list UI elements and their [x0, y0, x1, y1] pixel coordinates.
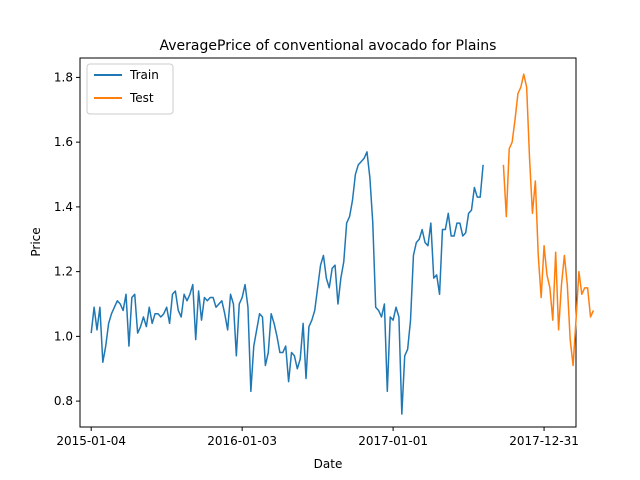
y-tick-label: 1.0: [54, 329, 73, 343]
legend-label-train: Train: [129, 68, 159, 82]
y-tick-label: 1.8: [54, 70, 73, 84]
plot-frame: [79, 57, 577, 428]
plot-area: [79, 57, 595, 428]
x-tick-label: 2016-01-03: [207, 434, 277, 448]
legend-label-test: Test: [129, 91, 154, 105]
x-axis-label: Date: [314, 457, 343, 471]
y-tick-label: 0.8: [54, 394, 73, 408]
x-tick-label: 2017-12-31: [509, 434, 579, 448]
x-axis-ticks: 2015-01-04 2016-01-03 2017-01-01 2017-12-31: [56, 427, 579, 448]
legend-box: [86, 63, 174, 115]
series-line-train: [90, 151, 484, 415]
y-tick-label: 1.6: [54, 135, 73, 149]
x-tick-label: 2015-01-04: [56, 434, 126, 448]
y-axis-ticks: 0.8 1.0 1.2 1.4 1.6 1.8: [54, 70, 80, 408]
x-tick-label: 2017-01-01: [358, 434, 428, 448]
y-axis-label: Price: [29, 227, 43, 256]
series-line-test: [502, 73, 595, 367]
y-tick-label: 1.2: [54, 265, 73, 279]
series-layer: [90, 73, 595, 415]
y-tick-label: 1.4: [54, 200, 73, 214]
legend: Train Test: [86, 63, 174, 115]
chart-title: AveragePrice of conventional avocado for…: [160, 38, 497, 54]
